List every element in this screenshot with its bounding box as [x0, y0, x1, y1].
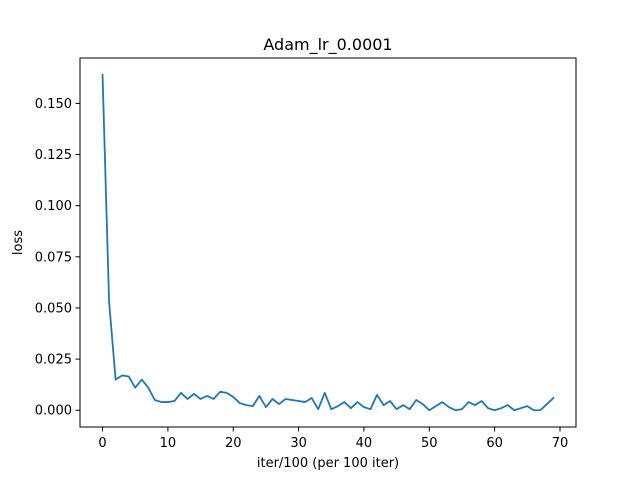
- y-axis-label: loss: [11, 230, 26, 255]
- axes-frame: [79, 57, 577, 428]
- y-tick-label: 0.125: [35, 148, 72, 163]
- x-axis: 0 10 20 30 40 50 60 70: [98, 427, 568, 451]
- plot-area: [101, 73, 555, 412]
- chart-title: Adam_lr_0.0001: [263, 35, 392, 55]
- x-tick-label: 0: [98, 436, 106, 451]
- x-tick-label: 70: [552, 436, 569, 451]
- y-tick-label: 0.000: [35, 404, 72, 419]
- y-tick-label: 0.100: [35, 199, 72, 214]
- y-tick-label: 0.075: [35, 250, 72, 265]
- x-tick-label: 10: [160, 436, 177, 451]
- y-tick-label: 0.025: [35, 353, 72, 368]
- x-axis-label: iter/100 (per 100 iter): [257, 456, 399, 471]
- y-tick-label: 0.150: [35, 97, 72, 112]
- series-line-0: [101, 73, 555, 412]
- x-tick-label: 40: [356, 436, 373, 451]
- y-axis: 0.000 0.025 0.050 0.075 0.100 0.125 0.150: [35, 97, 80, 419]
- y-tick-label: 0.050: [35, 301, 72, 316]
- x-tick-label: 50: [421, 436, 438, 451]
- x-tick-label: 60: [486, 436, 503, 451]
- x-tick-label: 20: [225, 436, 242, 451]
- x-tick-label: 30: [290, 436, 307, 451]
